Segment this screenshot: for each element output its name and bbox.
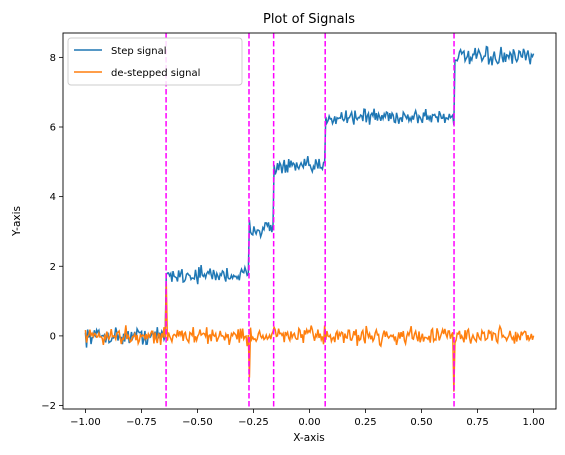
y-tick-label: 6 xyxy=(50,123,56,134)
y-tick-label: 4 xyxy=(50,192,56,203)
x-tick-label: 1.00 xyxy=(522,417,544,428)
x-tick-label: 0.75 xyxy=(466,417,488,428)
legend: Step signal de-stepped signal xyxy=(67,37,243,86)
x-tick-label: 0.25 xyxy=(354,417,376,428)
legend-box xyxy=(67,37,243,86)
chart-title: Plot of Signals xyxy=(263,12,355,27)
x-tick-label: −1.00 xyxy=(70,417,101,428)
y-tick-label: −2 xyxy=(41,401,56,412)
x-tick-label: −0.75 xyxy=(126,417,157,428)
legend-label-step-signal: Step signal xyxy=(111,46,167,57)
x-tick-label: −0.50 xyxy=(182,417,213,428)
x-tick-label: 0.50 xyxy=(410,417,432,428)
y-axis-ticks: −2 0 2 4 6 8 xyxy=(41,53,63,412)
plot-content xyxy=(84,33,535,409)
series-line-destepped-signal xyxy=(84,283,535,392)
y-tick-label: 0 xyxy=(50,331,56,342)
x-tick-label: 0.00 xyxy=(298,417,320,428)
legend-label-destepped-signal: de-stepped signal xyxy=(111,68,200,79)
x-axis-ticks: −1.00 −0.75 −0.50 −0.25 0.00 0.25 0.50 0.75 1.00 xyxy=(70,409,545,428)
x-tick-label: −0.25 xyxy=(238,417,269,428)
y-tick-label: 8 xyxy=(50,53,56,64)
y-tick-label: 2 xyxy=(50,262,56,273)
y-axis-label: Y-axis xyxy=(11,206,23,237)
x-axis-label: X-axis xyxy=(293,432,325,444)
